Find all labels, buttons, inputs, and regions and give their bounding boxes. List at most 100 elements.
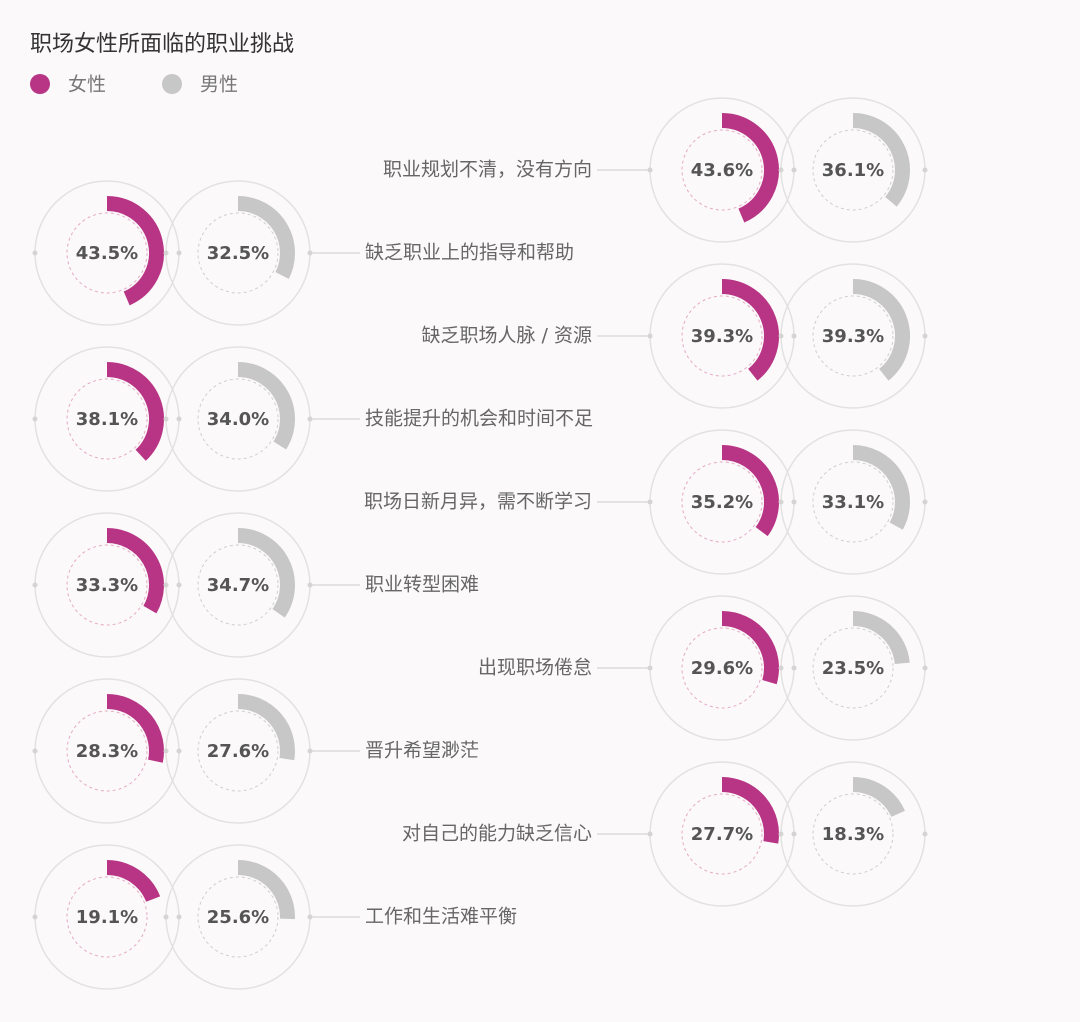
category-label: 职场日新月异，需不断学习 (364, 491, 592, 513)
inner-ring (681, 461, 763, 543)
value-label: 27.6% (207, 741, 269, 762)
arc (721, 777, 779, 844)
arc (721, 279, 779, 381)
ring-dot (778, 665, 784, 671)
inner-ring (66, 212, 148, 294)
inner-ring (812, 295, 894, 377)
arc (852, 445, 910, 530)
category-label: 职业转型困难 (365, 574, 479, 596)
ring-dot (32, 250, 38, 256)
legend-label: 男性 (200, 74, 238, 96)
ring-dot (922, 831, 928, 837)
category-label: 晋升希望渺茫 (365, 740, 479, 762)
inner-ring (812, 461, 894, 543)
value-label: 19.1% (76, 907, 138, 928)
category-label: 技能提升的机会和时间不足 (365, 408, 593, 430)
arc (852, 777, 906, 818)
arc (237, 196, 295, 279)
ring-dot (307, 914, 313, 920)
category-label: 职业规划不清，没有方向 (383, 159, 592, 181)
inner-ring (197, 710, 279, 792)
value-label: 18.3% (822, 824, 884, 845)
value-label: 39.3% (822, 326, 884, 347)
arc (106, 694, 164, 763)
value-label: 34.0% (207, 409, 269, 430)
inner-ring (812, 793, 894, 875)
arc (852, 279, 910, 381)
arc (852, 113, 910, 207)
ring-dot (778, 333, 784, 339)
inner-ring (197, 212, 279, 294)
ring-dot (176, 582, 182, 588)
inner-ring (812, 129, 894, 211)
ring-dot (307, 748, 313, 754)
value-label: 27.7% (691, 824, 753, 845)
ring-dot (647, 167, 653, 173)
ring-dot (647, 831, 653, 837)
ring-dot (163, 748, 169, 754)
ring-dot (176, 748, 182, 754)
arc (106, 196, 164, 306)
ring-dot (307, 416, 313, 422)
ring-dot (922, 167, 928, 173)
ring-dot (176, 250, 182, 256)
arc (237, 694, 295, 761)
category-label: 工作和生活难平衡 (365, 906, 517, 928)
arc (721, 445, 779, 537)
ring-dot (32, 748, 38, 754)
value-label: 23.5% (822, 658, 884, 679)
value-label: 43.6% (691, 160, 753, 181)
inner-ring (681, 793, 763, 875)
ring-dot (163, 582, 169, 588)
arc (106, 362, 164, 461)
category-label: 缺乏职场人脉 / 资源 (422, 325, 592, 347)
value-label: 38.1% (76, 409, 138, 430)
value-label: 28.3% (76, 741, 138, 762)
inner-ring (812, 627, 894, 709)
ring-dot (32, 582, 38, 588)
ring-dot (32, 416, 38, 422)
ring-dot (163, 914, 169, 920)
arc (106, 528, 164, 614)
value-label: 36.1% (822, 160, 884, 181)
chart-title: 职场女性所面临的职业挑战 (30, 32, 294, 57)
inner-ring (66, 876, 148, 958)
inner-ring (66, 378, 148, 460)
ring-dot (791, 333, 797, 339)
inner-ring (681, 129, 763, 211)
legend-label: 女性 (68, 74, 106, 96)
inner-ring (197, 544, 279, 626)
inner-ring (197, 378, 279, 460)
value-label: 34.7% (207, 575, 269, 596)
ring-dot (176, 914, 182, 920)
inner-ring (681, 295, 763, 377)
ring-dot (176, 416, 182, 422)
ring-dot (791, 665, 797, 671)
ring-dot (791, 499, 797, 505)
ring-dot (647, 499, 653, 505)
ring-dot (922, 499, 928, 505)
legend-swatch (162, 74, 182, 94)
ring-dot (791, 831, 797, 837)
arc (106, 860, 161, 903)
ring-dot (647, 665, 653, 671)
ring-dot (778, 831, 784, 837)
value-label: 35.2% (691, 492, 753, 513)
ring-dot (307, 250, 313, 256)
arc (852, 611, 910, 665)
inner-ring (681, 627, 763, 709)
value-label: 32.5% (207, 243, 269, 264)
value-label: 25.6% (207, 907, 269, 928)
ring-dot (778, 167, 784, 173)
ring-dot (778, 499, 784, 505)
ring-dot (163, 416, 169, 422)
value-label: 39.3% (691, 326, 753, 347)
inner-ring (66, 544, 148, 626)
ring-dot (32, 914, 38, 920)
ring-dot (647, 333, 653, 339)
ring-dot (163, 250, 169, 256)
category-label: 出现职场倦怠 (478, 657, 592, 679)
ring-dot (922, 333, 928, 339)
value-label: 43.5% (76, 243, 138, 264)
